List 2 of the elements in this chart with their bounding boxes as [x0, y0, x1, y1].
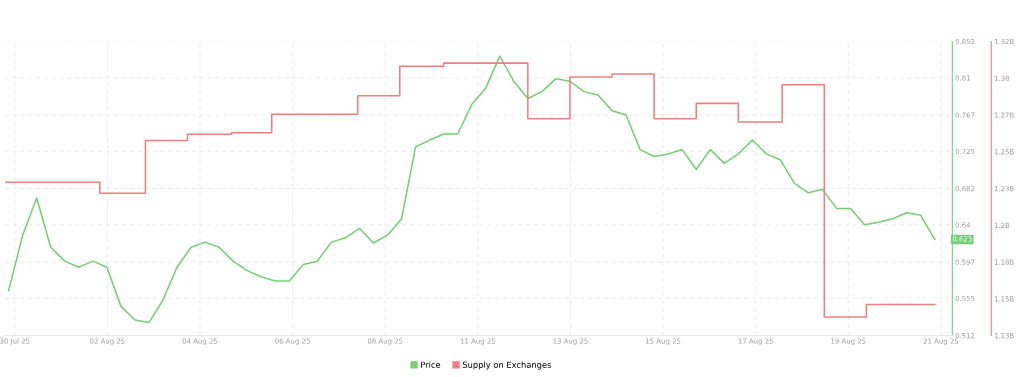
legend-label: Price	[421, 361, 441, 368]
legend-label: Supply on Exchanges	[462, 361, 552, 370]
